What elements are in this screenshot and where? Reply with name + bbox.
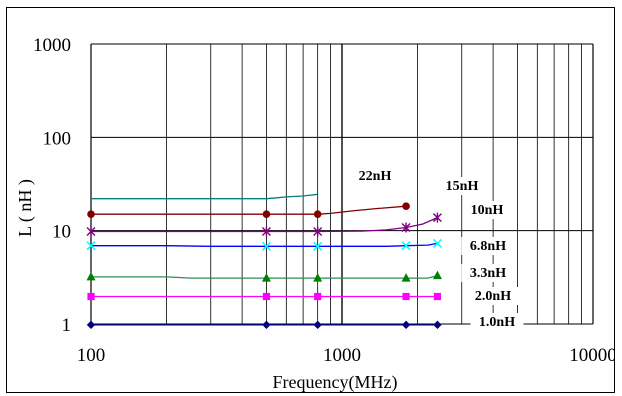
series-line	[91, 274, 438, 279]
data-point-diamond	[433, 320, 442, 330]
series-2-0nH	[87, 292, 442, 301]
x-tick-label: 100	[77, 345, 106, 366]
data-point-square	[87, 292, 95, 301]
data-point-triangle	[261, 273, 271, 282]
chart-svg: 1 10 100 1000 100 1000 10000 1.0nH 2.0nH 3.3nH 6.8…	[15, 35, 614, 392]
x-tick-label: 1000	[323, 345, 361, 366]
y-tick-label: 1000	[33, 35, 71, 56]
data-point-triangle	[86, 271, 96, 281]
series-line	[91, 217, 438, 233]
series-label: 15nH	[446, 179, 479, 194]
series-label-bg	[466, 287, 520, 305]
series-label-bg	[464, 201, 510, 219]
label-layer: 1 10 100 1000 100 1000 10000 1.0nH 2.0nH 3.3nH 6.8…	[33, 35, 614, 366]
data-point-x	[432, 238, 442, 248]
data-point-x	[261, 241, 272, 251]
series-1-0nH	[86, 320, 442, 330]
chart-frame: 1 10 100 1000 100 1000 10000 1.0nH 2.0nH 3.3nH 6.8…	[6, 7, 615, 393]
data-point-x	[86, 241, 96, 251]
y-tick-label: 1	[62, 315, 72, 336]
data-point-star	[401, 222, 411, 233]
data-point-square	[262, 292, 271, 301]
data-point-star	[261, 226, 271, 237]
series-15nH	[91, 193, 318, 200]
series-labels: 1.0nH 2.0nH 3.3nH 6.8nH 10nH 22nH 15nH	[359, 169, 524, 331]
data-point-diamond	[262, 320, 271, 330]
series-label: 1.0nH	[479, 315, 515, 330]
data-point-circle	[402, 202, 410, 210]
data-point-triangle	[401, 273, 411, 282]
series-label: 2.0nH	[475, 289, 511, 304]
series-label: 6.8nH	[470, 239, 506, 254]
data-point-circle	[87, 210, 95, 219]
data-point-circle	[313, 210, 322, 219]
series-6-8nH	[86, 238, 442, 251]
series-label-bg	[470, 313, 524, 331]
data-point-diamond	[401, 320, 411, 330]
grid-layer	[90, 43, 594, 325]
series-line	[91, 193, 318, 200]
series-layer	[86, 193, 442, 330]
data-point-star	[313, 226, 323, 237]
y-tick-label: 10	[52, 222, 71, 243]
data-point-x	[313, 241, 323, 251]
series-label: 10nH	[471, 203, 504, 218]
y-tick-label: 100	[43, 128, 72, 149]
series-label-bg	[439, 177, 485, 195]
series-label: 22nH	[359, 169, 392, 184]
series-label: 3.3nH	[470, 266, 506, 281]
series-3-3nH	[86, 270, 442, 282]
series-10nH	[86, 212, 442, 237]
data-point-triangle	[313, 273, 323, 282]
data-point-square	[402, 292, 410, 301]
series-label-bg	[461, 237, 515, 255]
data-point-diamond	[313, 320, 322, 330]
y-axis-title: L ( nH )	[15, 179, 36, 237]
series-label-bg	[461, 264, 515, 282]
series-line	[91, 205, 407, 215]
data-point-circle	[262, 210, 271, 219]
series-22nH	[87, 202, 410, 219]
data-point-square	[314, 292, 322, 301]
data-point-diamond	[86, 320, 96, 330]
data-point-triangle	[432, 270, 442, 280]
x-axis-title: Frequency(MHz)	[273, 372, 398, 392]
x-tick-label: 10000	[569, 345, 614, 366]
data-point-square	[433, 292, 442, 301]
data-point-x	[401, 241, 411, 251]
data-point-star	[86, 226, 96, 237]
data-point-star	[432, 212, 442, 223]
